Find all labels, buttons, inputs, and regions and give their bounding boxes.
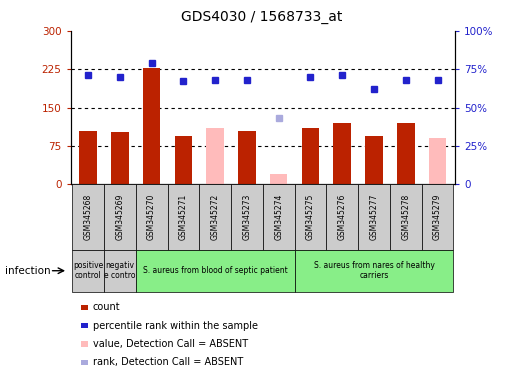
Text: S. aureus from nares of healthy
carriers: S. aureus from nares of healthy carriers [314, 261, 435, 280]
Bar [365, 136, 383, 184]
Text: positive
control: positive control [73, 261, 103, 280]
Bar [263, 184, 294, 250]
Bar [358, 184, 390, 250]
Text: rank, Detection Call = ABSENT: rank, Detection Call = ABSENT [93, 358, 243, 367]
Bar [111, 132, 129, 184]
Text: count: count [93, 302, 120, 312]
Bar [238, 131, 256, 184]
Text: GSM345272: GSM345272 [211, 194, 220, 240]
Bar [167, 184, 199, 250]
Bar [104, 184, 136, 250]
Text: GDS4030 / 1568733_at: GDS4030 / 1568733_at [181, 10, 342, 23]
Bar [326, 184, 358, 250]
Bar [72, 250, 104, 292]
Text: infection: infection [5, 266, 51, 276]
Bar [143, 68, 161, 184]
Text: GSM345269: GSM345269 [116, 194, 124, 240]
Text: negativ
e contro: negativ e contro [104, 261, 135, 280]
Text: GSM345276: GSM345276 [338, 194, 347, 240]
Bar [390, 184, 422, 250]
Text: GSM345270: GSM345270 [147, 194, 156, 240]
Bar [422, 184, 453, 250]
Bar [175, 136, 192, 184]
Bar [429, 138, 446, 184]
Bar [136, 184, 167, 250]
Text: percentile rank within the sample: percentile rank within the sample [93, 321, 257, 331]
Bar [207, 128, 224, 184]
Bar [334, 123, 351, 184]
Text: GSM345279: GSM345279 [433, 194, 442, 240]
Text: GSM345274: GSM345274 [274, 194, 283, 240]
Bar [104, 250, 136, 292]
Bar [79, 131, 97, 184]
Text: value, Detection Call = ABSENT: value, Detection Call = ABSENT [93, 339, 248, 349]
Bar [72, 184, 104, 250]
Bar [199, 184, 231, 250]
Text: GSM345271: GSM345271 [179, 194, 188, 240]
Bar [270, 174, 288, 184]
Text: GSM345273: GSM345273 [243, 194, 252, 240]
Text: S. aureus from blood of septic patient: S. aureus from blood of septic patient [143, 266, 288, 275]
Text: GSM345268: GSM345268 [84, 194, 93, 240]
Bar [294, 250, 453, 292]
Text: GSM345277: GSM345277 [369, 194, 379, 240]
Bar [294, 184, 326, 250]
Bar [397, 123, 415, 184]
Bar [302, 128, 319, 184]
Bar [136, 250, 294, 292]
Text: GSM345278: GSM345278 [401, 194, 410, 240]
Text: GSM345275: GSM345275 [306, 194, 315, 240]
Bar [231, 184, 263, 250]
